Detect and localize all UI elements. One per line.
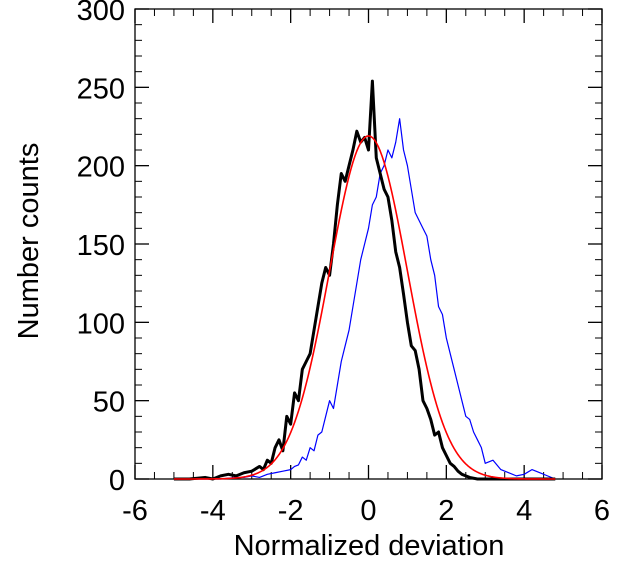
axes: -6 -4 -2 0 2 4 6 0 50 100 150 200 250 300	[77, 0, 610, 527]
x-tick-label: 2	[438, 495, 454, 527]
x-tick-label: 6	[594, 495, 610, 527]
x-axis-label: Normalized deviation	[234, 530, 505, 562]
y-axis-label: Number counts	[13, 143, 45, 340]
x-tick-label: 4	[516, 495, 532, 527]
black-histogram-line	[173, 79, 556, 481]
series-layer	[173, 79, 556, 481]
y-tick-label: 100	[77, 308, 125, 340]
y-tick-label: 250	[77, 73, 125, 105]
y-tick-label: 300	[77, 0, 125, 27]
y-tick-label: 200	[77, 152, 125, 184]
y-tick-label: 150	[77, 230, 125, 262]
red-fit-line	[173, 135, 556, 480]
plot-frame	[134, 8, 603, 480]
y-tick-label: 0	[109, 465, 125, 497]
blue-histogram-line	[173, 118, 556, 480]
x-tick-label: -6	[122, 495, 148, 527]
x-tick-label: -2	[278, 495, 304, 527]
x-tick-label: -4	[200, 495, 226, 527]
x-tick-label: 0	[360, 495, 376, 527]
y-tick-label: 50	[93, 387, 125, 419]
